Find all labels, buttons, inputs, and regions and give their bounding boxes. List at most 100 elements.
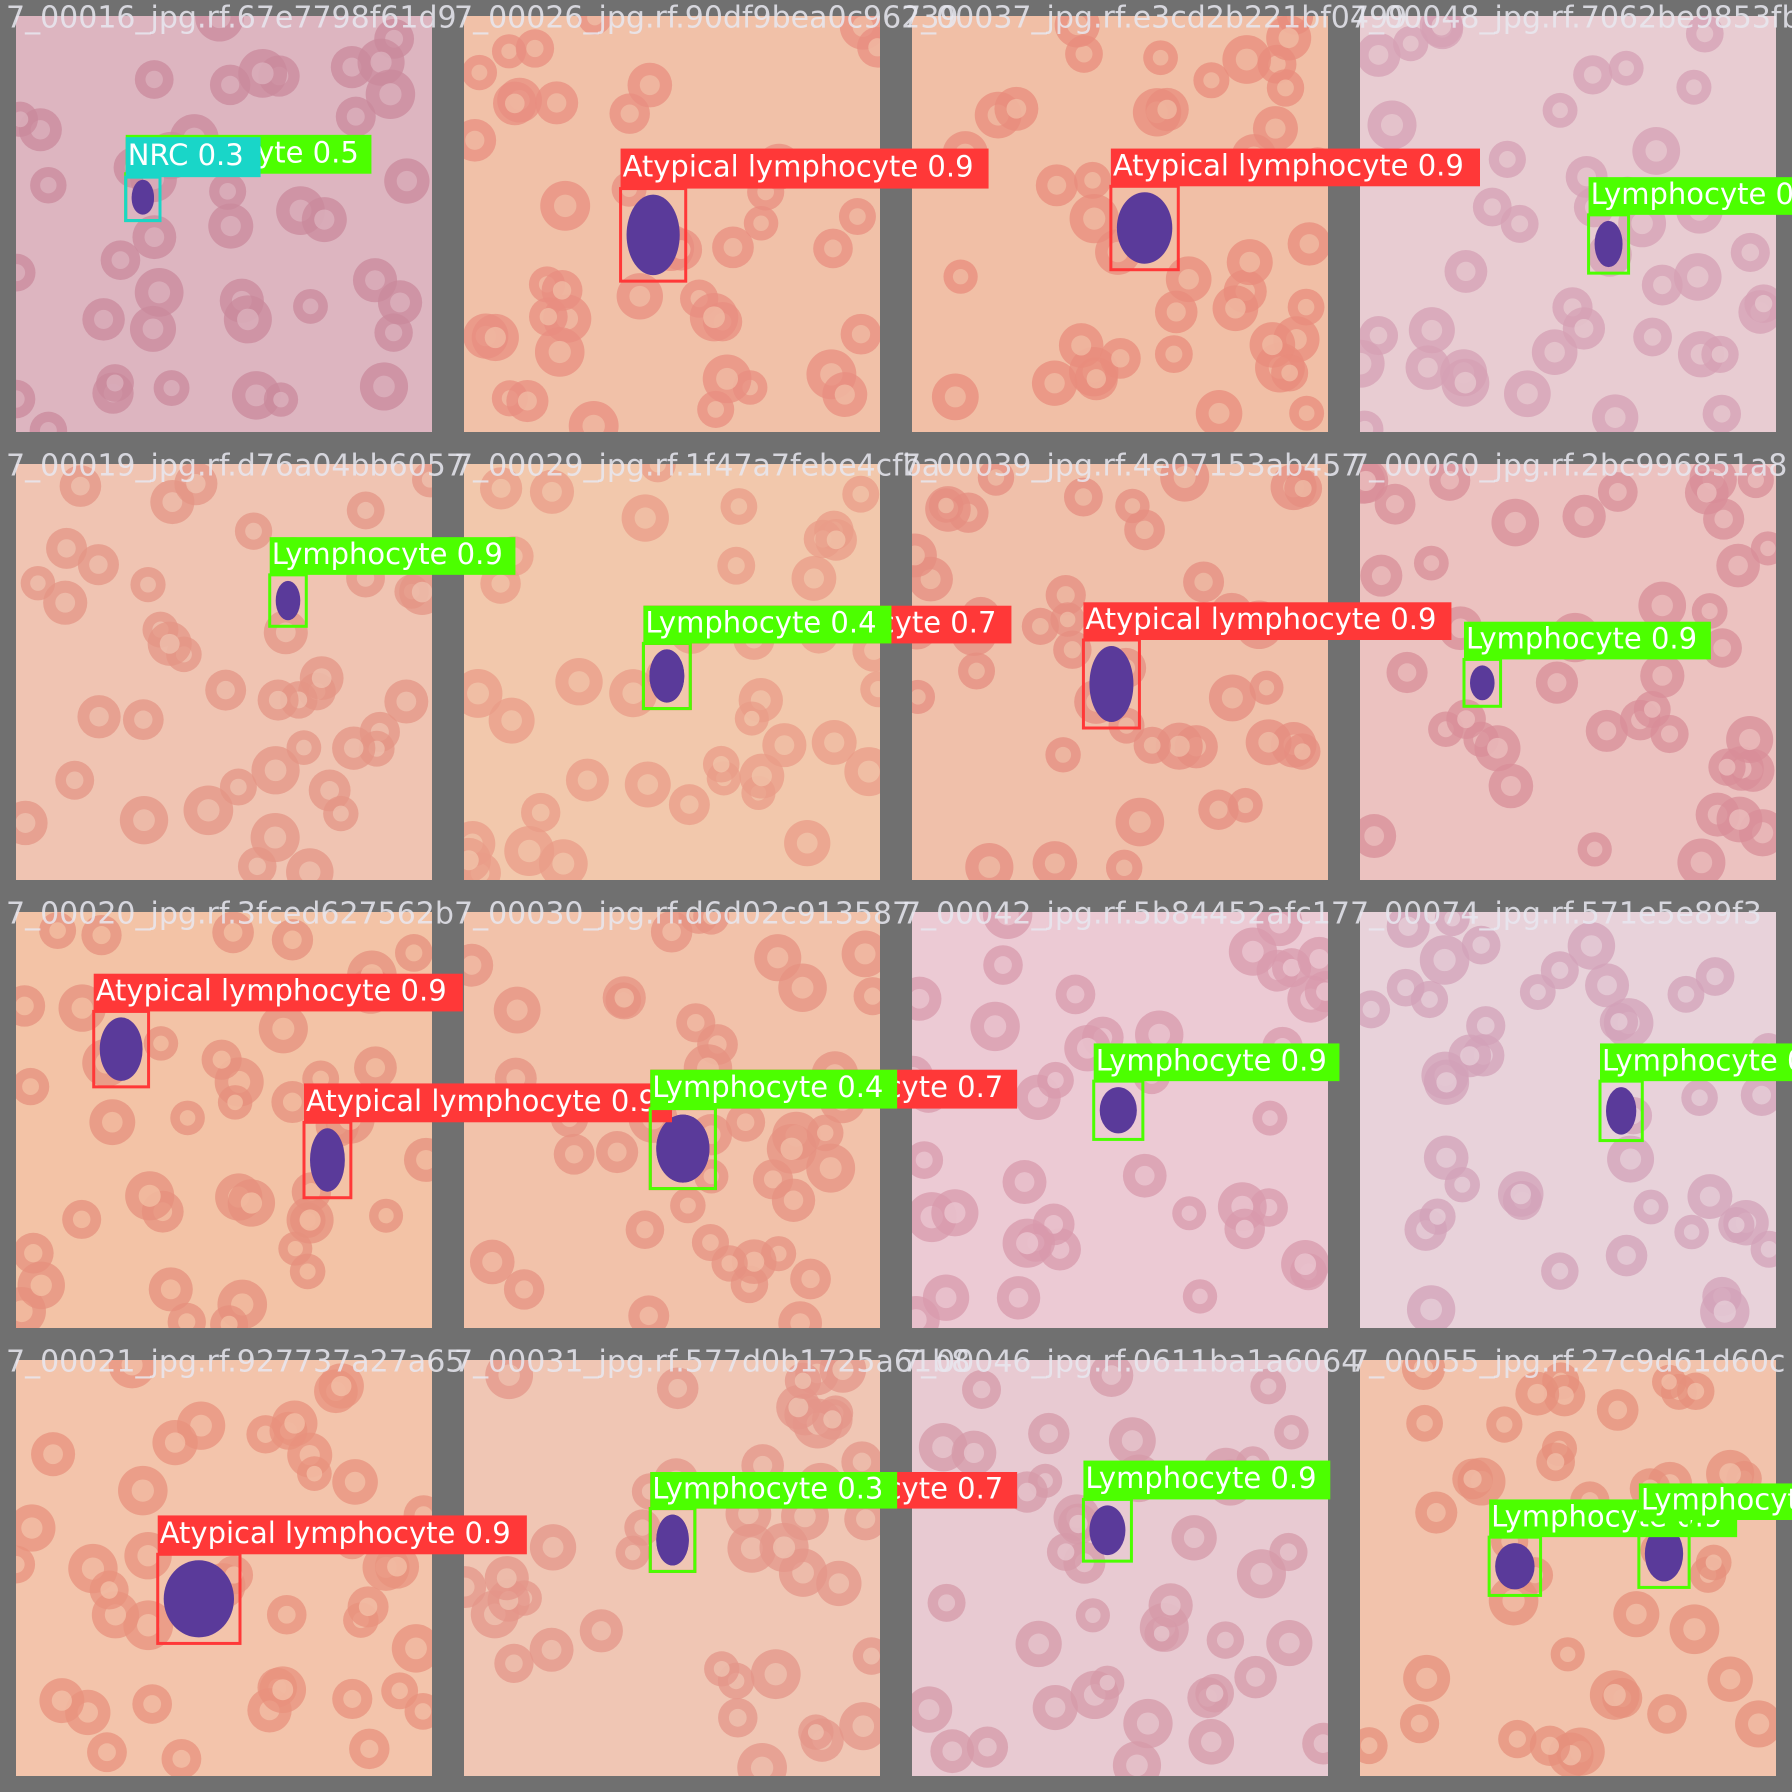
red-cell-center [823,1410,842,1429]
red-cell-center [1178,268,1199,290]
red-cell-center [983,1015,1007,1038]
nucleus [1099,1087,1137,1134]
red-cell-center [851,325,871,344]
red-cell-center [1413,1360,1434,1379]
red-cell-center [1183,1527,1205,1549]
red-cell-center [1250,1562,1273,1585]
red-cell-center [273,391,289,408]
bounding-box [1109,184,1180,272]
red-cell-center [791,976,814,999]
red-cell-center [1706,967,1724,986]
red-cell-center [1066,985,1085,1004]
red-cell-center [553,194,577,218]
red-cell-center [1136,1712,1160,1735]
red-cell-center [71,476,90,496]
red-cell-center [1028,1633,1050,1655]
red-cell-center [1421,319,1443,341]
red-cell-center [952,268,969,285]
red-cell-center [312,1070,330,1088]
nucleus [656,1114,710,1183]
red-cell-center [1603,1683,1626,1707]
red-cell-center [49,922,66,939]
red-cell-center [1760,1240,1776,1258]
red-cell-center [1278,1632,1300,1654]
tile-image [912,1360,1328,1776]
red-cell-center [1754,294,1773,313]
red-cell-center [1516,383,1538,405]
red-cell-center [1457,710,1476,729]
detection-label: Atypical lymphocyte 0.9 [1085,602,1436,636]
label-background [1083,602,1452,640]
nucleus [649,649,685,703]
red-cell-center [832,1360,854,1380]
red-cell-center [212,1050,231,1069]
red-cell-center [302,298,319,315]
red-cell-center [1063,641,1082,659]
red-cell-center [138,1184,161,1207]
red-cell-center [1299,234,1320,254]
red-cell-center [1454,1176,1471,1193]
red-cell-center [1416,1667,1438,1689]
label-background [650,1069,898,1109]
red-cell-center [320,781,340,800]
red-cell-center [365,270,385,291]
red-cell-center [1067,16,1088,36]
tile-image [912,16,1328,432]
red-cell-center [915,1151,933,1169]
red-cell-center [416,1149,432,1170]
red-cell-center [531,803,550,822]
red-cell-center [668,1378,688,1398]
red-cell-center [491,478,511,498]
red-cell-center [819,1157,842,1180]
red-cell-center [464,850,479,871]
red-cell-center [1044,853,1065,874]
red-cell-center [1431,16,1452,36]
label-background [1600,1043,1792,1082]
red-cell-center [148,281,171,304]
red-cell-center [738,1503,759,1525]
red-cell-center [1718,758,1736,776]
red-cell-center [245,522,262,540]
red-cell-center [767,947,789,969]
red-cell-center [306,1465,323,1482]
red-cell-center [1192,1288,1208,1305]
red-cell-center [978,1737,997,1757]
red-cell-center [360,1739,379,1758]
red-cell-center [582,414,605,432]
detection-label: Lymphocyte 0.9 [1641,1483,1792,1517]
red-cell-center [1044,372,1065,394]
tile-filename: 7_00074_jpg.rf.571e5e89f3 [1350,897,1762,932]
red-cell-center [639,75,660,96]
detection-label: Lymphocyte 0.9 [1466,622,1697,656]
red-cell-center [1294,480,1312,498]
red-cell-center [1690,851,1713,874]
red-cell-center [1661,1374,1677,1390]
red-cell-center [1152,49,1169,66]
red-cell-center [772,1536,796,1559]
red-cell-center [30,1274,52,1297]
red-cell-center [16,1555,25,1574]
red-cell-center [1239,251,1261,273]
red-cell-center [774,735,795,756]
red-cell-center [1416,1415,1433,1432]
red-cell-center [864,987,880,1005]
red-cell-center [1246,1667,1266,1687]
red-cell-center [190,1414,212,1437]
red-cell-center [405,1637,427,1660]
red-cell-center [679,1197,696,1214]
red-cell-center [1134,1165,1155,1186]
red-cell-center [357,501,375,519]
red-cell-center [1045,1697,1066,1718]
red-cell-center [801,1269,820,1289]
red-cell-center [1056,586,1075,605]
red-cell-center [944,1202,966,1224]
red-cell-center [1168,735,1190,757]
red-cell-center [299,1209,321,1231]
red-cell-center [30,575,46,591]
red-cell-center [1677,986,1695,1003]
red-cell-center [268,690,288,710]
red-cell-center [1658,1705,1676,1723]
red-cell-center [552,281,572,300]
red-cell-center [1546,1453,1565,1471]
